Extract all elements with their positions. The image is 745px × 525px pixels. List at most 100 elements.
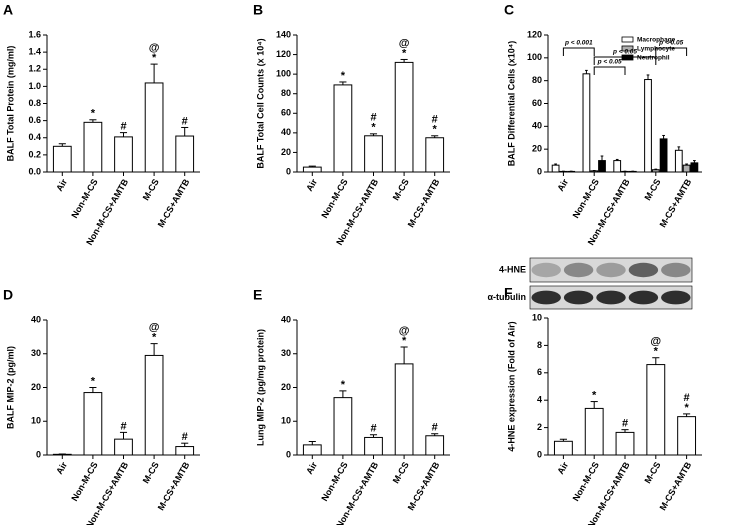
blot-band [661,290,691,305]
panel-letter: C [504,2,514,18]
significance-mark: # [684,392,690,404]
bar [364,436,383,456]
x-tick-label: M-CS [642,460,662,485]
y-tick-label: 0 [286,449,291,459]
significance-mark: # [622,418,628,430]
significance-mark: # [182,431,188,443]
bracket [655,47,688,56]
bar [690,162,699,173]
bar [659,138,668,173]
panel: E Lung MIP-2 (pg/mg protein) 0 10 20 30 40 Air N… [253,287,450,525]
y-axis-label: BALF Differential Cells (x10⁴) [506,41,516,166]
y-tick-label: 60 [532,98,542,108]
bar [302,166,322,173]
blot-band [628,290,659,305]
bar [333,397,353,456]
y-tick-label: 30 [31,348,41,358]
y-tick-label: 20 [281,147,291,157]
bracket-label: p < 0.001 [564,40,593,47]
significance-mark: @ [399,325,410,337]
significance-mark: * [152,52,157,64]
blot-band [628,262,659,278]
bar [302,444,322,456]
bar [598,160,606,173]
significance-mark: * [341,379,346,391]
bracket-label: p < 0.05 [658,40,683,47]
x-tick-label: M-CS [141,460,161,485]
y-tick-label: 1.6 [28,29,41,39]
y-tick-label: 60 [281,108,291,118]
panel-letter: B [253,2,263,18]
y-tick-label: 0 [537,449,542,459]
y-tick-label: 0.6 [28,115,41,125]
bar [553,440,573,456]
y-tick-label: 0 [286,166,291,176]
y-tick-label: 30 [281,348,291,358]
bar [364,135,383,173]
significance-mark: @ [650,336,661,348]
y-tick-label: 0.4 [28,132,41,142]
y-tick-label: 10 [31,416,41,426]
y-tick-label: 40 [31,314,41,324]
blot-band [661,262,691,278]
x-tick-label: Air [54,460,69,476]
significance-mark: * [341,70,346,82]
bar [677,416,697,456]
bar [590,170,599,173]
y-tick-label: 120 [527,29,542,39]
bar [394,363,414,456]
panel: A BALF Total Protein (mg/ml) 0.0 0.2 0.4 0.6 0… [3,2,200,247]
y-tick-label: 120 [276,49,291,59]
y-tick-label: 0.0 [28,166,41,176]
significance-mark: * [592,389,597,401]
bar [644,79,652,173]
y-tick-label: 0 [36,449,41,459]
y-tick-label: 40 [281,127,291,137]
blot-band [563,290,594,305]
panel-letter: A [3,2,13,18]
y-axis-label: BALF Total Protein (mg/ml) [5,46,15,162]
y-tick-label: 40 [281,314,291,324]
blot-band [563,262,594,278]
significance-mark: # [370,423,376,435]
significance-mark: # [120,420,126,432]
legend-label: Neutrophil [637,55,670,62]
significance-mark: * [402,47,407,59]
bar [559,170,568,173]
significance-mark: * [684,402,689,414]
y-axis-label: BALF MIP-2 (pg/ml) [5,346,15,429]
x-tick-label: Air [304,460,319,476]
significance-mark: # [432,422,438,434]
bar [651,169,660,173]
bar [114,438,133,456]
y-tick-label: 20 [532,144,542,154]
x-tick-label: M-CS [391,460,411,485]
panel-letter: F [504,285,513,301]
y-axis-label: 4-HNE expression (Fold of Air) [506,321,516,451]
bar [114,136,133,173]
x-tick-label: M-CS [391,177,411,202]
bar [175,446,195,456]
bar [52,145,72,173]
panel-letter: E [253,287,262,303]
y-tick-label: 1.4 [28,47,41,57]
significance-mark: # [120,121,126,133]
legend-swatch [621,45,634,52]
bar [425,435,445,456]
y-tick-label: 80 [281,88,291,98]
blot-label: 4-HNE [499,264,526,274]
bar [621,170,629,173]
significance-mark: @ [149,322,160,334]
blot-band [531,262,561,278]
bar [175,135,195,173]
bar [674,149,683,173]
y-tick-label: 0.8 [28,98,41,108]
y-tick-label: 140 [276,29,291,39]
bar [646,364,666,456]
y-tick-label: 1.2 [28,64,41,74]
bar [628,170,637,173]
bar [144,354,164,456]
y-tick-label: 80 [532,75,542,85]
blot-band [596,262,626,278]
